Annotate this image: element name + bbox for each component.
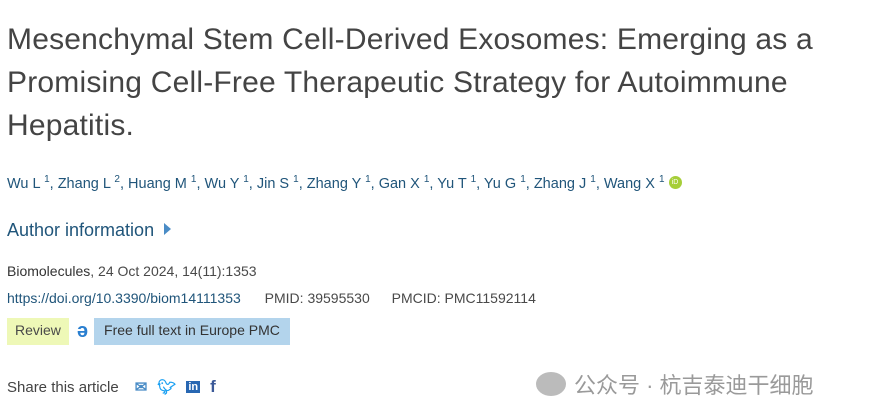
author-link[interactable]: Wu L <box>7 176 41 192</box>
author-affiliation: 1 <box>293 174 299 185</box>
author-link[interactable]: Huang M <box>128 176 187 192</box>
linkedin-icon[interactable]: in <box>186 381 201 393</box>
review-badge: Review <box>7 318 69 345</box>
author-affiliation: 1 <box>520 174 526 185</box>
watermark: 公众号 · 杭吉泰迪干细胞 <box>536 368 814 400</box>
author-affiliation: 1 <box>658 174 665 185</box>
author-link[interactable]: Zhang L <box>57 176 111 192</box>
share-label: Share this article <box>7 378 119 396</box>
wechat-icon <box>536 372 566 396</box>
facebook-icon[interactable]: f <box>210 377 216 396</box>
twitter-icon[interactable]: 🐦︎ <box>157 379 177 396</box>
citation-details: , 24 Oct 2024, 14(11):1353 <box>90 263 257 279</box>
open-access-icon: ə <box>76 320 89 342</box>
author-link[interactable]: Yu T <box>437 176 467 192</box>
citation-source: Biomolecules, 24 Oct 2024, 14(11):1353 <box>7 263 257 279</box>
pmcid: PMCID: PMC11592114 <box>391 290 536 306</box>
author-link[interactable]: Zhang Y <box>306 176 362 192</box>
email-icon[interactable]: ✉ <box>134 379 148 396</box>
author-affiliation: 1 <box>365 174 371 185</box>
author-affiliation: 1 <box>44 174 50 185</box>
identifiers: https://doi.org/10.3390/biom14111353 PMI… <box>7 290 554 306</box>
author-affiliation: 1 <box>190 174 197 185</box>
pmid: PMID: 39595530 <box>264 290 370 306</box>
author-link[interactable]: Wu Y <box>204 176 240 192</box>
author-affiliation: 1 <box>470 174 477 185</box>
author-link[interactable]: Gan X <box>378 176 420 192</box>
article-title: Mesenchymal Stem Cell-Derived Exosomes: … <box>7 23 813 142</box>
author-affiliation: 1 <box>590 174 596 185</box>
author-link[interactable]: Yu G <box>483 176 517 192</box>
journal-name: Biomolecules <box>7 263 91 279</box>
author-link[interactable]: Zhang J <box>533 176 587 192</box>
share-bar: Share this article ✉ 🐦︎ in f <box>7 377 216 397</box>
author-link[interactable]: Jin S <box>256 176 290 192</box>
author-affiliation: 1 <box>423 174 430 185</box>
watermark-text: 公众号 · 杭吉泰迪干细胞 <box>574 373 814 398</box>
author-information-toggle[interactable]: Author information <box>7 220 172 241</box>
caret-right-icon <box>164 223 172 235</box>
orcid-icon[interactable]: iD <box>668 176 682 189</box>
author-information-label: Author information <box>7 220 155 240</box>
author-affiliation: 2 <box>114 174 120 185</box>
author-affiliation: 1 <box>243 174 249 185</box>
author-list: Wu L 1, Zhang L 2, Huang M 1, Wu Y 1, Ji… <box>7 174 682 192</box>
doi-link[interactable]: https://doi.org/10.3390/biom14111353 <box>7 290 241 306</box>
badges: Review ə Free full text in Europe PMC <box>7 318 290 345</box>
author-link[interactable]: Wang X <box>603 176 655 192</box>
free-full-text-link[interactable]: Free full text in Europe PMC <box>94 318 290 345</box>
